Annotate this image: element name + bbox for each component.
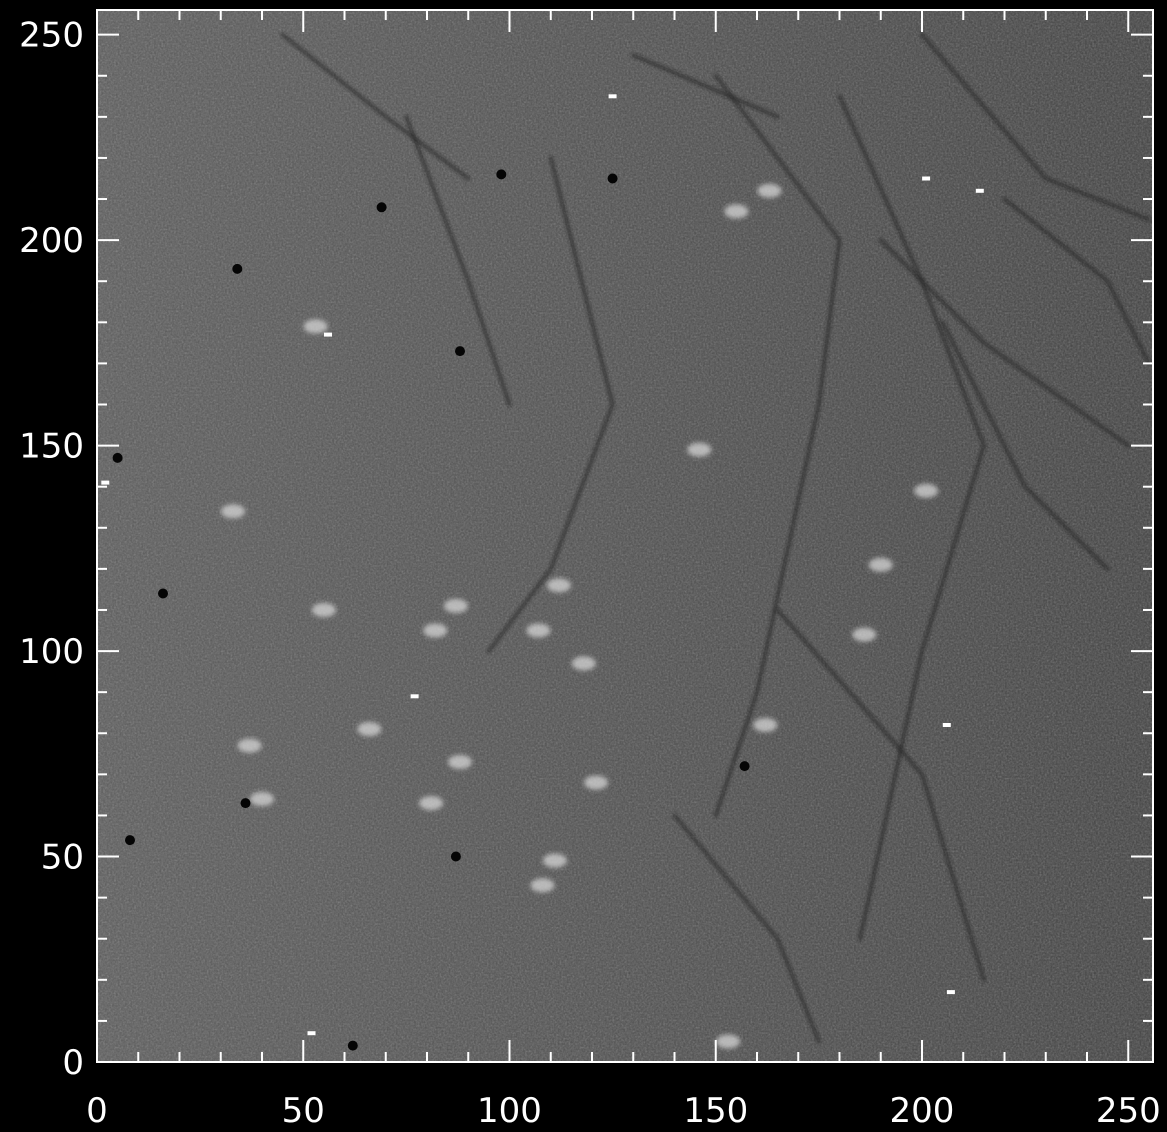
dark-streak: [940, 320, 1110, 571]
dark-pixel: [376, 202, 387, 213]
dark-streak: [837, 94, 986, 941]
bright-spot: [757, 183, 782, 198]
dark-pixel: [158, 588, 168, 599]
bright-spot: [716, 1034, 741, 1049]
y-tick-label: 100: [19, 632, 84, 672]
x-tick-label: 50: [282, 1091, 325, 1131]
white-pixel: [975, 188, 984, 193]
bright-spot: [419, 796, 444, 811]
white-pixel: [922, 176, 931, 181]
dark-streak: [631, 53, 780, 119]
dark-streak: [280, 32, 471, 181]
bright-spot: [250, 792, 274, 806]
image-noise: [97, 10, 1153, 1062]
y-tick-label: 200: [19, 221, 84, 261]
bright-spots-layer: [221, 183, 939, 1049]
y-tick-label: 50: [41, 838, 84, 878]
dark-pixel: [125, 835, 135, 846]
dark-streak: [1002, 197, 1151, 366]
white-pixel: [410, 694, 419, 699]
image-area: [97, 10, 1153, 1062]
bright-spot: [357, 722, 382, 737]
bright-spot: [221, 504, 246, 519]
pixel-markers-layer: [101, 94, 984, 1051]
bright-spot: [753, 718, 778, 732]
white-pixel: [608, 94, 617, 99]
bright-spot: [724, 204, 749, 219]
dark-pixel: [240, 798, 251, 809]
bright-spot: [303, 319, 328, 334]
dark-streak: [713, 73, 842, 818]
x-tick-label: 250: [1096, 1091, 1161, 1131]
bright-spot: [868, 557, 893, 572]
dark-pixel: [450, 851, 461, 862]
dark-pixel: [607, 173, 618, 184]
white-pixel: [101, 480, 110, 485]
bright-spot: [237, 738, 262, 753]
x-tick-label: 150: [683, 1091, 748, 1131]
white-pixel: [942, 723, 951, 727]
axis-tick-labels: 0 50 100 150 200 250 0 50 100 150 200 250: [19, 16, 1161, 1131]
dark-pixel: [739, 761, 750, 772]
dark-streak: [486, 155, 615, 654]
dark-pixel: [496, 169, 507, 180]
dark-streak: [672, 813, 821, 1044]
y-tick-label: 250: [19, 16, 84, 56]
dark-streak: [878, 238, 1131, 448]
bright-spot: [423, 623, 448, 638]
bright-spot: [687, 442, 712, 457]
bright-spot: [584, 775, 609, 790]
plot-frame: [96, 9, 1154, 1063]
bright-spot: [443, 598, 468, 613]
dark-streak: [404, 114, 512, 407]
dark-streaks-layer: [280, 32, 1151, 1044]
bright-spot: [542, 853, 567, 868]
white-pixel: [307, 1031, 316, 1036]
bright-spot: [530, 878, 555, 893]
bright-spot: [547, 578, 571, 593]
bright-spot: [571, 656, 596, 671]
white-pixel: [946, 990, 955, 995]
x-tick-label: 0: [86, 1091, 108, 1131]
white-pixel: [324, 332, 332, 337]
x-tick-label: 100: [477, 1091, 542, 1131]
dark-pixel: [455, 346, 465, 357]
bright-spot: [914, 483, 939, 498]
bright-spot: [448, 755, 472, 769]
bright-spot: [311, 603, 336, 617]
dark-streak: [920, 32, 1151, 222]
bright-spot: [852, 627, 877, 642]
axis-ticks: [96, 10, 1153, 1063]
dark-pixel: [232, 263, 243, 274]
dark-pixel: [112, 452, 123, 463]
dark-pixel: [347, 1040, 358, 1051]
dark-streak: [775, 608, 986, 982]
y-tick-label: 0: [62, 1043, 84, 1083]
y-tick-label: 150: [19, 427, 84, 467]
bright-spot: [526, 623, 551, 638]
x-tick-label: 200: [890, 1091, 955, 1131]
